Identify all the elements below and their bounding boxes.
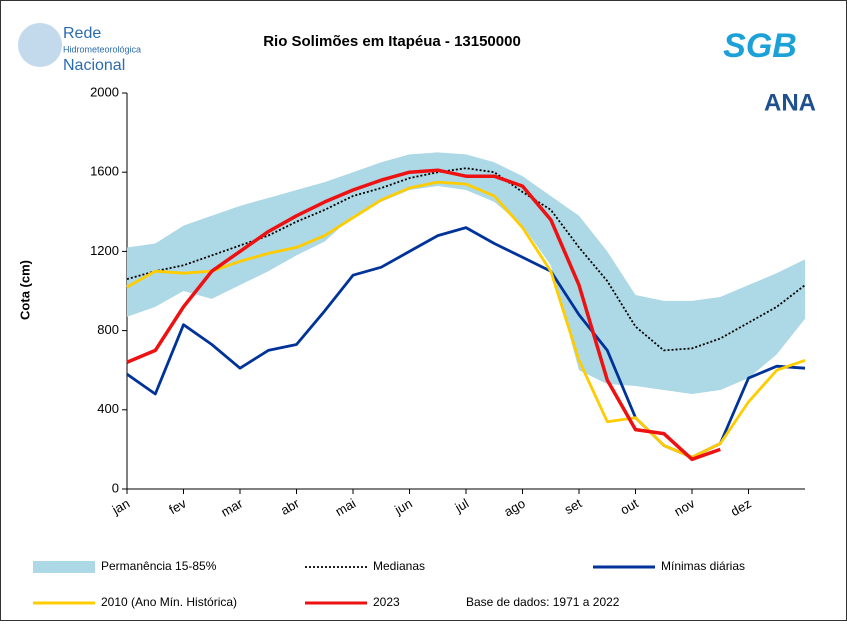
y-axis-label: Cota (cm) xyxy=(17,260,32,320)
y-tick-label: 400 xyxy=(97,401,119,416)
y-tick-label: 2000 xyxy=(90,84,119,99)
legend-label: 2023 xyxy=(373,595,400,609)
band-area xyxy=(127,152,805,394)
chart-title: Rio Solimões em Itapéua - 13150000 xyxy=(263,33,521,50)
annotation: Base de dados: 1971 a 2022 xyxy=(466,595,620,609)
logo-text: Nacional xyxy=(63,57,125,74)
y-tick-label: 1600 xyxy=(90,164,119,179)
series-line xyxy=(126,167,806,352)
x-tick-label: jul xyxy=(452,496,472,516)
y-tick-label: 1200 xyxy=(90,243,119,258)
legend-label: Permanência 15-85% xyxy=(101,559,217,573)
logo-icon xyxy=(18,23,62,67)
series-line xyxy=(126,168,721,462)
legend-label: Mínimas diárias xyxy=(661,559,745,573)
legend-swatch xyxy=(33,561,95,573)
y-tick-label: 0 xyxy=(112,480,119,495)
logo-text: Hidrometeorológica xyxy=(63,44,141,54)
legend-label: 2010 (Ano Mín. Histórica) xyxy=(101,595,237,609)
logo-text: Rede xyxy=(63,25,101,42)
legend-label: Medianas xyxy=(373,559,425,573)
y-tick-label: 800 xyxy=(97,322,119,337)
logo-text: ANA xyxy=(764,89,816,116)
logo-text: SGB xyxy=(723,27,797,65)
